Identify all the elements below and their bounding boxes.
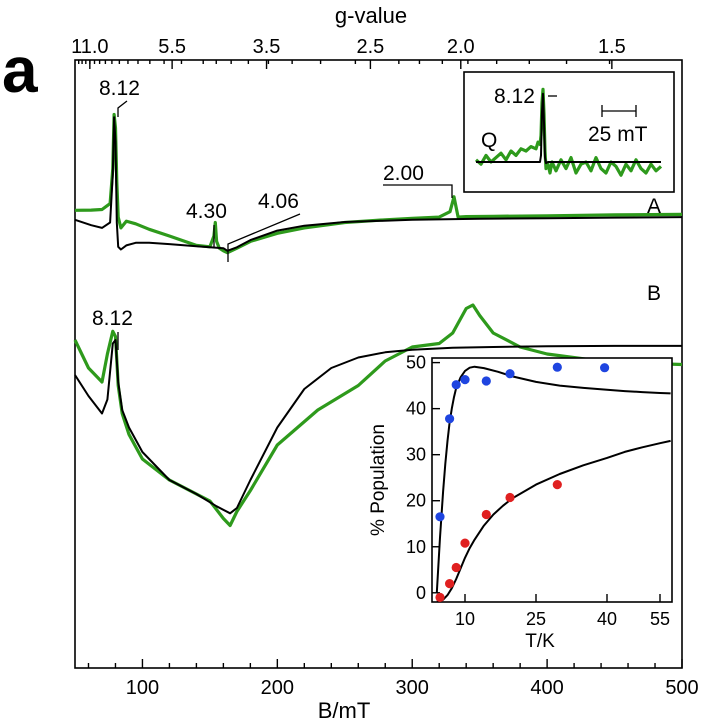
population-point-s0-0 (435, 512, 445, 522)
g-tick-label-3.5: 3.5 (253, 36, 281, 58)
x-tick-label-200: 200 (261, 677, 294, 699)
population-fits (435, 365, 671, 603)
bottom-axis-label: B/mT (318, 698, 371, 722)
population-y-tick-label-40: 40 (406, 399, 426, 419)
x-tick-label-100: 100 (126, 677, 159, 699)
g-tick-label-5.5: 5.5 (158, 36, 186, 58)
population-point-s0-6 (552, 362, 562, 372)
population-point-s1-1 (445, 579, 455, 589)
population-point-s0-7 (600, 363, 610, 373)
trace-label-a: A (647, 195, 661, 218)
annotation-8-12-b: 8.12 (92, 307, 133, 330)
panel-label: a (2, 34, 38, 106)
inset-q-label: Q (481, 129, 497, 152)
inset-q-peak-label: 8.12 (494, 85, 535, 108)
scale-bar (601, 105, 637, 117)
population-plot-frame (431, 357, 673, 603)
x-tick-label-500: 500 (665, 677, 698, 699)
population-x-tick-label-40: 40 (597, 609, 617, 629)
top-axis-label: g-value (335, 3, 407, 28)
population-point-s1-4 (481, 509, 491, 520)
scale-bar-label: 25 mT (588, 123, 648, 146)
annotation-8-12-a: 8.12 (99, 77, 140, 100)
trace-b-simulation (74, 339, 682, 515)
population-fit-1 (436, 439, 671, 603)
population-ticks: 10 25 40 55 0 10 20 30 40 50 (406, 353, 670, 629)
population-point-s0-3 (460, 375, 470, 385)
population-y-tick-label-30: 30 (406, 445, 426, 465)
main-traces (73, 112, 683, 528)
population-point-s1-3 (460, 538, 470, 548)
trace-label-b: B (647, 282, 661, 305)
x-tick-label-300: 300 (396, 677, 429, 699)
population-point-s1-0 (435, 592, 445, 603)
population-y-tick-label-10: 10 (406, 537, 426, 557)
population-point-s0-2 (451, 380, 461, 390)
population-point-s1-6 (552, 480, 562, 490)
inset-q-traces (474, 87, 663, 177)
annotation-4-30: 4.30 (186, 200, 227, 223)
g-tick-label-2.0: 2.0 (447, 36, 475, 58)
population-x-tick-label-55: 55 (650, 609, 670, 629)
annotation-4-06: 4.06 (258, 190, 299, 213)
population-fit-0 (435, 365, 671, 593)
g-tick-label-11.0: 11.0 (71, 36, 108, 58)
g-tick-label-1.5: 1.5 (598, 36, 626, 58)
population-y-tick-label-50: 50 (406, 353, 426, 373)
population-point-s1-5 (505, 492, 515, 503)
g-tick-label-2.5: 2.5 (357, 36, 385, 58)
inset-q-frame (463, 71, 675, 193)
peak-annotations: 8.12 4.30 4.06 2.00 8.12 A B (92, 77, 661, 350)
x-tick-label-400: 400 (530, 677, 563, 699)
annotation-2-00: 2.00 (383, 162, 424, 185)
population-point-s0-4 (481, 376, 491, 386)
population-x-tick-label-25: 25 (526, 609, 546, 629)
population-x-label: T/K (525, 631, 555, 652)
population-y-label: % Population (368, 424, 389, 536)
population-point-s0-1 (445, 414, 455, 424)
inset-population: 10 25 40 55 0 10 20 30 40 50 T/K % Population (368, 353, 673, 652)
population-y-tick-label-20: 20 (406, 491, 426, 511)
population-point-s0-5 (505, 369, 515, 379)
trace-a-simulation (74, 116, 683, 252)
population-y-tick-label-0: 0 (416, 583, 426, 603)
population-x-tick-label-10: 10 (455, 609, 475, 629)
inset-q: Q 8.12 25 mT (463, 71, 675, 193)
inset-q-simulation (476, 92, 661, 165)
population-point-s1-2 (451, 562, 461, 573)
population-points (435, 362, 610, 603)
